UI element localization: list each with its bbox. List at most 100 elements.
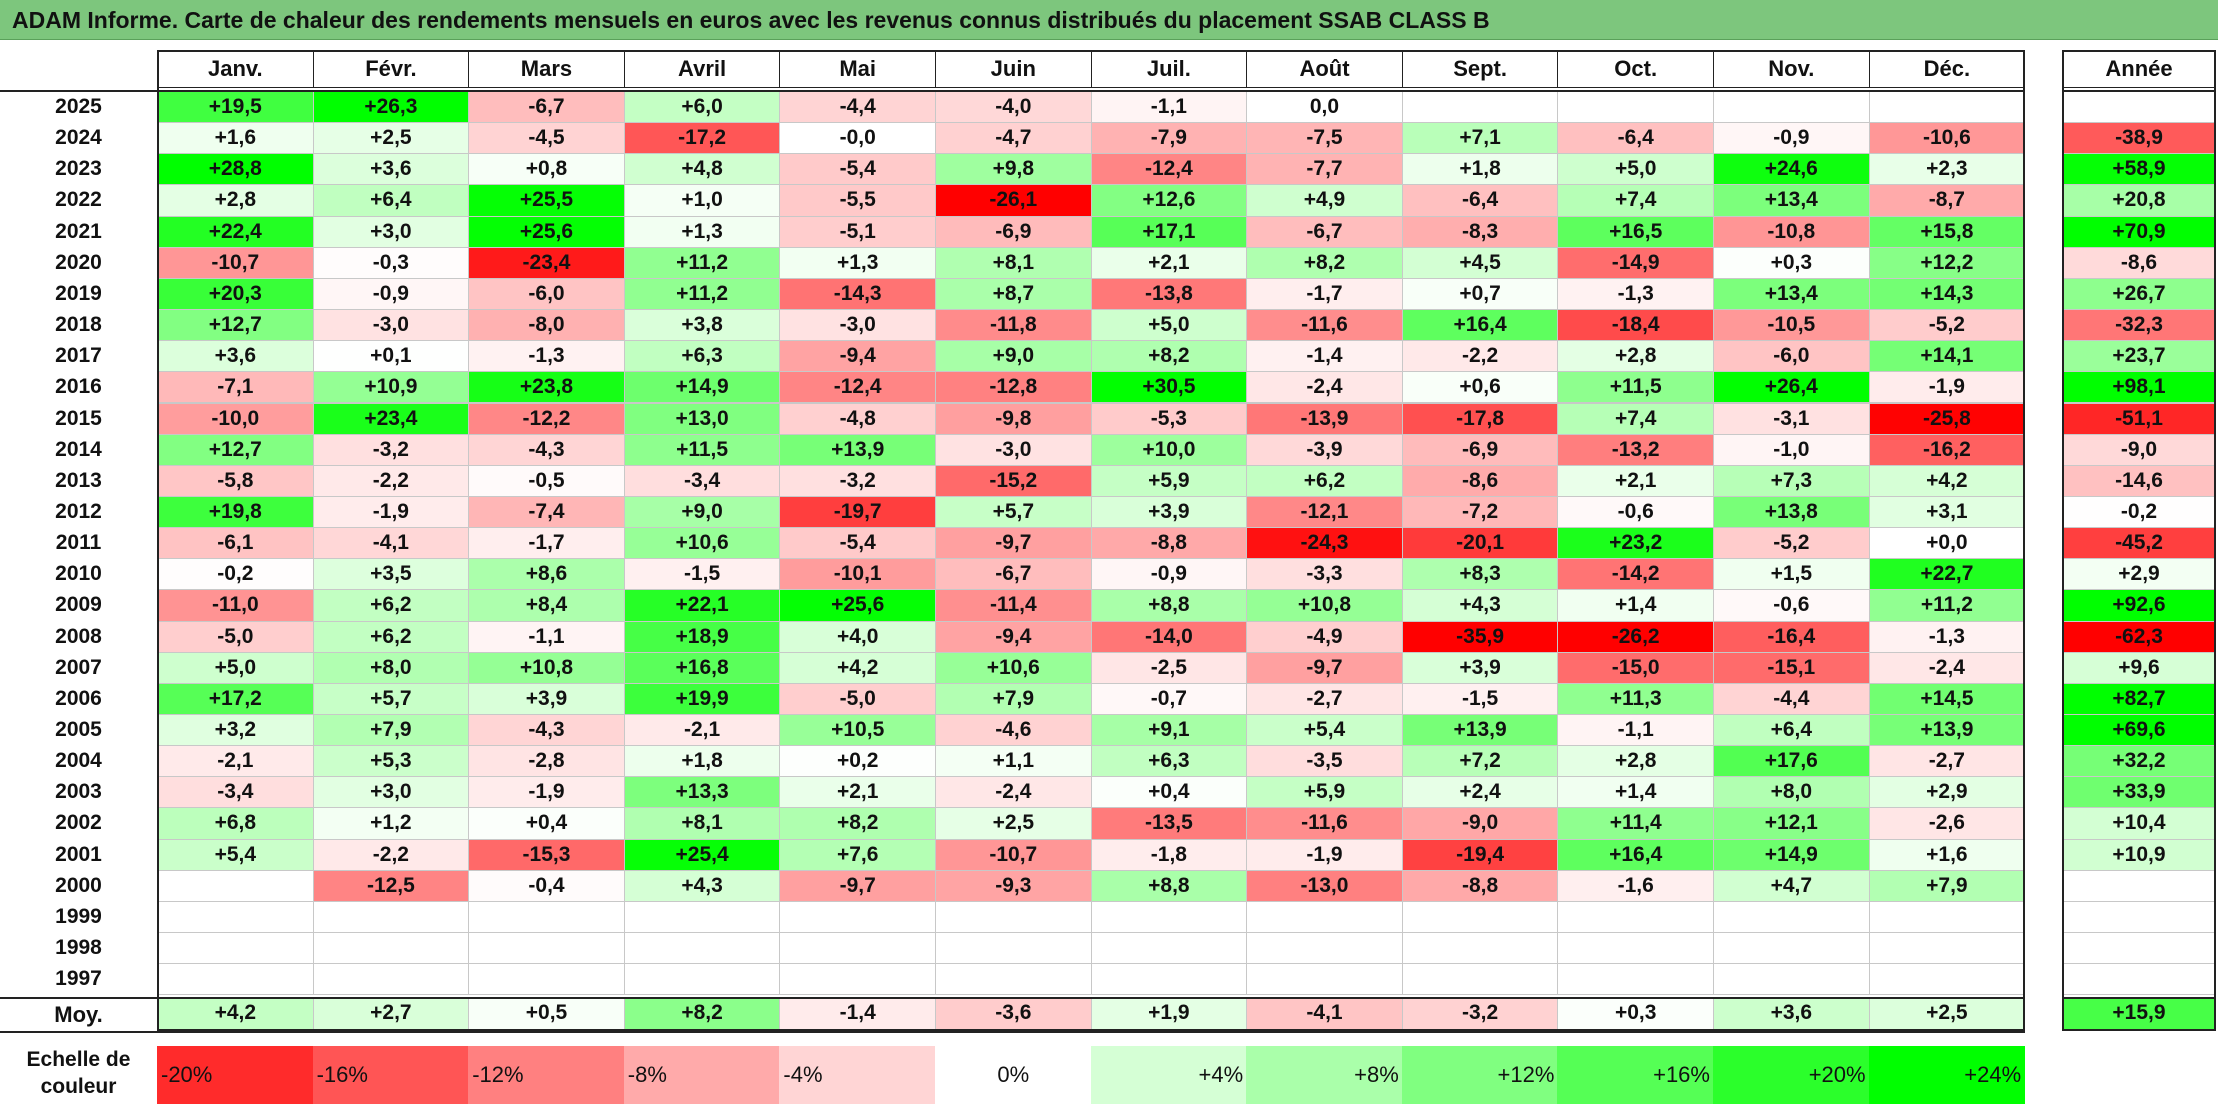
heatmap-cell: -26,2 xyxy=(1557,620,1714,653)
heatmap-cell: +2,8 xyxy=(1557,745,1714,778)
heatmap-cell: +13,9 xyxy=(1401,714,1559,747)
heatmap-cell: +11,2 xyxy=(623,246,781,279)
heatmap-cell: +4,3 xyxy=(623,869,781,902)
heatmap-cell: +9,1 xyxy=(1090,714,1248,747)
heatmap-cell: +6,3 xyxy=(1090,745,1248,778)
heatmap-cell: +10,5 xyxy=(779,714,936,747)
heatmap-cell: -8,6 xyxy=(1401,464,1559,497)
heatmap-cell: +11,2 xyxy=(1868,589,2026,622)
heatmap-cell: -18,4 xyxy=(1557,309,1714,342)
heatmap-cell: +4,2 xyxy=(1868,464,2026,497)
average-cell: +8,2 xyxy=(623,997,781,1031)
column-header: Nov. xyxy=(1713,50,1870,88)
heatmap-cell: -6,9 xyxy=(1401,433,1559,466)
heatmap-cell: -1,3 xyxy=(1868,620,2026,653)
heatmap-cell: -12,1 xyxy=(1246,495,1403,529)
heatmap-cell xyxy=(312,963,470,996)
heatmap-cell: -7,7 xyxy=(1246,153,1403,186)
heatmap-cell: +0,8 xyxy=(468,153,625,186)
heatmap-cell: +3,9 xyxy=(1401,651,1559,684)
heatmap-cell: -9,0 xyxy=(1401,807,1559,840)
heatmap-cell: -14,3 xyxy=(779,277,936,311)
heatmap-cell xyxy=(1246,900,1403,934)
column-header: Févr. xyxy=(312,50,470,88)
heatmap-cell: +8,6 xyxy=(468,558,625,591)
color-scale-step: 0% xyxy=(935,1046,1092,1104)
heatmap-cell: -10,1 xyxy=(779,558,936,591)
heatmap-cell: +23,2 xyxy=(1557,527,1714,560)
heatmap-cell: +4,5 xyxy=(1401,246,1559,279)
heatmap-cell: -0,2 xyxy=(157,558,314,591)
heatmap-cell: +13,9 xyxy=(779,433,936,466)
heatmap-cell: +5,9 xyxy=(1246,776,1403,809)
heatmap-cell: -6,7 xyxy=(935,558,1092,591)
annual-cell: +92,6 xyxy=(2062,589,2216,622)
heatmap-cell xyxy=(1557,932,1714,965)
heatmap-cell: +13,9 xyxy=(1868,714,2026,747)
annual-cell: +98,1 xyxy=(2062,371,2216,404)
heatmap-cell: +1,3 xyxy=(779,246,936,279)
heatmap-cell: +23,4 xyxy=(312,402,470,435)
column-header: Mai xyxy=(779,50,936,88)
heatmap-cell xyxy=(468,963,625,996)
color-scale-step: +24% xyxy=(1868,1046,2026,1104)
heatmap-cell: +14,9 xyxy=(623,371,781,404)
average-cell: +2,5 xyxy=(1868,997,2026,1031)
heatmap-cell: -3,4 xyxy=(623,464,781,497)
heatmap-cell: +26,3 xyxy=(312,91,470,124)
heatmap-cell: +16,5 xyxy=(1557,215,1714,248)
heatmap-cell: -1,1 xyxy=(1090,91,1248,124)
heatmap-cell: +6,0 xyxy=(623,91,781,124)
heatmap-cell: -3,9 xyxy=(1246,433,1403,466)
heatmap-cell: -35,9 xyxy=(1401,620,1559,653)
year-label: 2003 xyxy=(55,780,102,804)
heatmap-cell: -14,0 xyxy=(1090,620,1248,653)
heatmap-cell: +4,8 xyxy=(623,153,781,186)
column-header: Août xyxy=(1246,50,1403,88)
heatmap-cell xyxy=(1713,91,1870,124)
average-label: Moy. xyxy=(54,1002,103,1027)
heatmap-cell: -15,3 xyxy=(468,838,625,871)
heatmap-cell: -1,9 xyxy=(1246,838,1403,871)
heatmap-cell: -2,7 xyxy=(1868,745,2026,778)
bottom-rule xyxy=(0,1031,2026,1033)
heatmap-cell: +12,7 xyxy=(157,309,314,342)
heatmap-cell: +17,6 xyxy=(1713,745,1870,778)
heatmap-cell: +2,8 xyxy=(157,184,314,217)
annual-cell: -8,6 xyxy=(2062,246,2216,279)
annual-cell: -38,9 xyxy=(2062,122,2216,155)
heatmap-cell: +3,5 xyxy=(312,558,470,591)
heatmap-cell: -0,5 xyxy=(468,464,625,497)
heatmap-cell: -3,0 xyxy=(779,309,936,342)
heatmap-cell: +16,4 xyxy=(1557,838,1714,871)
heatmap-cell: -9,7 xyxy=(935,527,1092,560)
heatmap-cell: -5,4 xyxy=(779,153,936,186)
heatmap-cell: -2,6 xyxy=(1868,807,2026,840)
heatmap-cell xyxy=(312,900,470,934)
heatmap-cell: -4,4 xyxy=(1713,682,1870,715)
heatmap-cell: +0,7 xyxy=(1401,277,1559,311)
heatmap-cell: -2,1 xyxy=(623,714,781,747)
heatmap-cell: +7,6 xyxy=(779,838,936,871)
year-label: 2010 xyxy=(55,562,102,586)
heatmap-cell: -1,1 xyxy=(468,620,625,653)
heatmap-cell: +3,9 xyxy=(468,682,625,715)
heatmap-cell: -4,7 xyxy=(935,122,1092,155)
heatmap-cell: -19,7 xyxy=(779,495,936,529)
average-rule xyxy=(0,997,2026,999)
heatmap-cell: +3,9 xyxy=(1090,495,1248,529)
heatmap-cell: -1,3 xyxy=(1557,277,1714,311)
heatmap-cell: +4,2 xyxy=(779,651,936,684)
heatmap-cell: +0,0 xyxy=(1868,527,2026,560)
average-cell: -3,2 xyxy=(1401,997,1559,1031)
heatmap-cell: +8,2 xyxy=(1090,340,1248,373)
heatmap-cell: 0,0 xyxy=(1246,91,1403,124)
heatmap-cell: -2,4 xyxy=(1246,371,1403,404)
heatmap-cell: -4,3 xyxy=(468,714,625,747)
heatmap-cell: +10,6 xyxy=(623,527,781,560)
heatmap-cell: -0,9 xyxy=(312,277,470,311)
heatmap-cell: -19,4 xyxy=(1401,838,1559,871)
heatmap-cell: -2,5 xyxy=(1090,651,1248,684)
year-label: 2004 xyxy=(55,749,102,773)
heatmap-cell: +6,3 xyxy=(623,340,781,373)
